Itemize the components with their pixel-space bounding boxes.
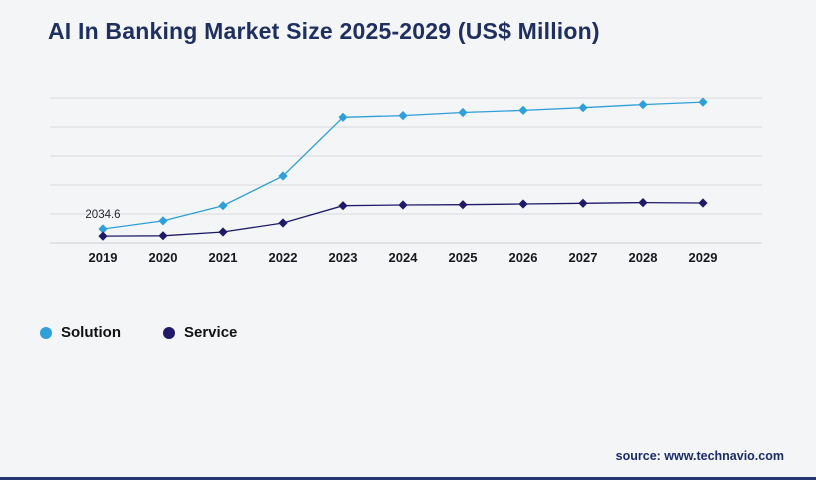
x-axis-label: 2028 [629,250,658,265]
legend: Solution Service [40,324,237,341]
chart-title: AI In Banking Market Size 2025-2029 (US$… [48,18,600,44]
data-point-service-2021 [218,227,228,237]
data-point-service-2028 [638,198,648,208]
x-axis-label: 2020 [149,250,178,265]
x-axis-label: 2026 [509,250,538,265]
x-axis-label: 2022 [269,250,298,265]
x-axis-label: 2023 [329,250,358,265]
data-point-service-2029 [698,198,708,208]
series-line-solution [102,101,704,230]
data-point-service-2027 [578,198,588,208]
data-point-solution-2023 [338,112,348,122]
data-point-service-2026 [518,199,528,209]
data-point-solution-2022 [278,171,288,181]
data-point-solution-2029 [698,97,708,107]
data-point-service-2024 [398,200,408,210]
data-point-solution-2025 [458,107,468,118]
data-point-solution-2027 [578,103,588,113]
data-point-solution-2021 [218,201,228,211]
data-label: 2034.6 [85,209,120,221]
data-point-service-2019 [98,231,108,241]
data-point-solution-2026 [518,105,528,115]
x-axis-label: 2024 [389,250,419,265]
data-point-solution-2024 [398,111,408,121]
legend-item-solution: Solution [40,324,121,341]
service-marker-icon [163,326,175,339]
solution-marker-icon [40,326,52,339]
x-axis-label: 2029 [689,250,718,265]
source-text: source: www.technavio.com [615,449,784,463]
data-point-solution-2020 [158,216,168,226]
data-point-solution-2028 [638,100,648,110]
x-axis-label: 2021 [209,250,238,265]
data-point-service-2025 [458,200,468,210]
legend-item-service: Service [163,324,237,341]
x-axis-label: 2027 [569,250,598,265]
x-axis-label: 2025 [449,250,478,265]
plot-area: 2019 2020 2021 2022 2023 2024 2025 2026 2027 2028… [46,88,768,273]
legend-label-service: Service [184,324,238,341]
line-chart: 2019 2020 2021 2022 2023 2024 2025 2026 2027 2028… [50,97,762,265]
legend-label-solution: Solution [61,324,121,341]
data-point-service-2022 [278,218,288,228]
data-point-service-2023 [338,201,348,211]
x-axis-label: 2019 [89,250,118,265]
data-point-service-2020 [158,231,168,241]
